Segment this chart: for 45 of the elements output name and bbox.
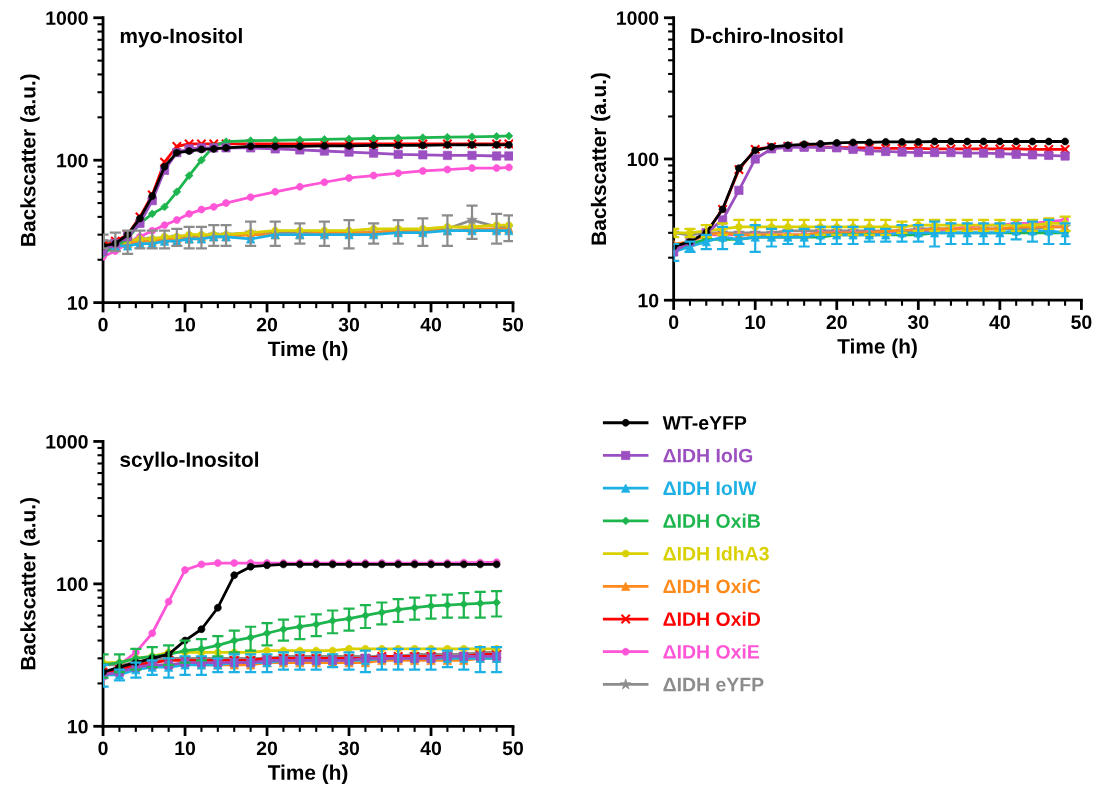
x-tick-label: 40 bbox=[989, 315, 1010, 330]
y-axis-title: Backscatter (a.u.) bbox=[20, 74, 40, 246]
legend-label: ΔIDH eYFP bbox=[663, 677, 764, 692]
x-tick-label: 10 bbox=[175, 741, 196, 756]
chart-title: D-chiro-Inositol bbox=[691, 27, 843, 44]
legend-label: ΔIDH OxiB bbox=[663, 513, 760, 528]
y-tick-label: 100 bbox=[627, 152, 659, 167]
x-axis-title: Time (h) bbox=[267, 764, 348, 784]
x-tick-label: 50 bbox=[1071, 315, 1092, 330]
x-tick-label: 40 bbox=[420, 317, 442, 332]
y-axis-title: Backscatter (a.u.) bbox=[590, 73, 611, 245]
x-tick-label: 0 bbox=[98, 317, 108, 332]
x-tick-label: 10 bbox=[745, 315, 766, 330]
y-tick-label: 1000 bbox=[617, 11, 659, 25]
y-tick-label: 1000 bbox=[46, 434, 88, 449]
x-tick-label: 20 bbox=[826, 315, 847, 330]
x-tick-label: 0 bbox=[98, 741, 108, 756]
x-tick-label: 50 bbox=[502, 741, 524, 756]
y-tick-label: 10 bbox=[68, 296, 88, 310]
x-tick-label: 30 bbox=[338, 741, 360, 756]
x-tick-label: 30 bbox=[338, 317, 360, 332]
x-tick-label: 40 bbox=[420, 741, 442, 756]
chart-title: scyllo-Inositol bbox=[120, 451, 259, 472]
x-tick-label: 0 bbox=[669, 315, 679, 330]
legend-label: WT-eYFP bbox=[662, 416, 747, 430]
x-axis-title: Time (h) bbox=[837, 338, 917, 358]
x-tick-label: 20 bbox=[256, 317, 278, 332]
y-tick-label: 10 bbox=[638, 293, 659, 308]
legend-label: ΔIDH OxiE bbox=[663, 644, 760, 659]
x-axis-title: Time (h) bbox=[267, 340, 348, 361]
legend-label: ΔIDH OxiD bbox=[663, 611, 761, 627]
y-tick-label: 100 bbox=[57, 153, 88, 168]
x-tick-label: 10 bbox=[175, 317, 196, 332]
y-tick-label: 100 bbox=[57, 577, 88, 592]
x-tick-label: 50 bbox=[502, 317, 524, 332]
legend-label: ΔIDH IolG bbox=[663, 448, 753, 463]
chart-title: myo-Inositol bbox=[120, 27, 242, 48]
y-tick-label: 1000 bbox=[46, 11, 88, 25]
x-tick-label: 30 bbox=[907, 315, 929, 330]
y-tick-label: 10 bbox=[68, 719, 88, 734]
y-axis-title: Backscatter (a.u.) bbox=[20, 498, 40, 670]
legend-label: ΔIDH IolW bbox=[663, 480, 757, 496]
legend-label: ΔIDH OxiC bbox=[663, 579, 761, 594]
x-tick-label: 20 bbox=[256, 741, 278, 756]
legend-label: ΔIDH IdhA3 bbox=[663, 546, 769, 561]
